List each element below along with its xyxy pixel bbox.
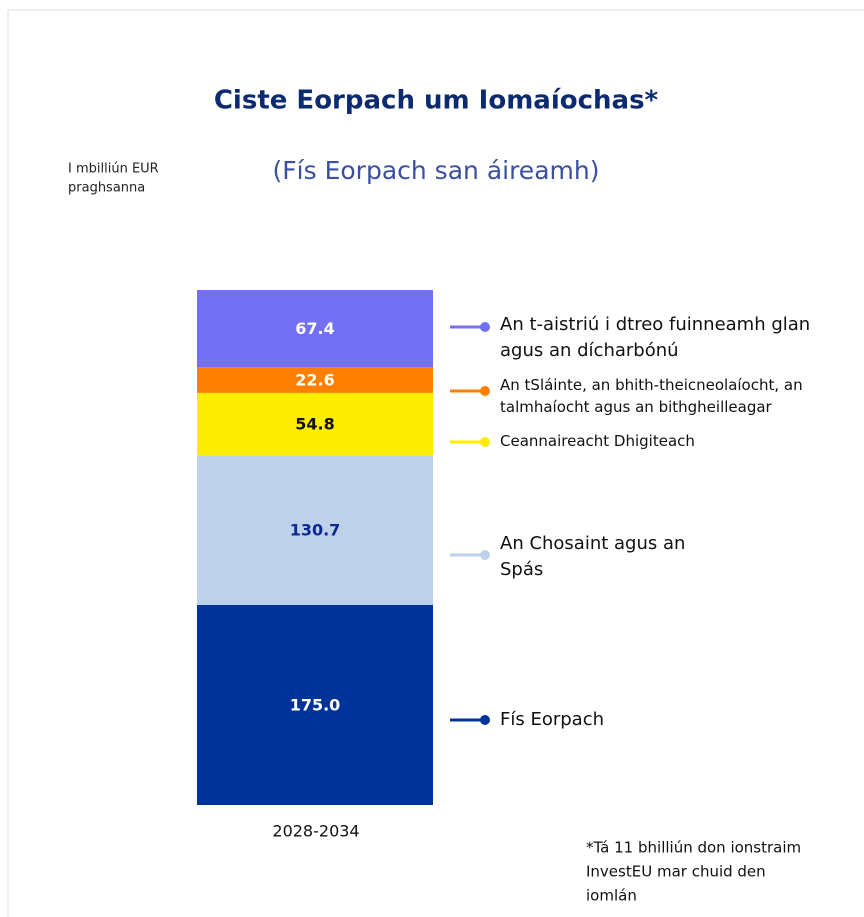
bar-segment	[197, 455, 433, 605]
legend-label: An tSláinte, an bhith-theicneolaíocht, a…	[500, 376, 803, 416]
legend-label: Fís Eorpach	[500, 709, 605, 730]
unit-note: I mbilliún EUR	[68, 162, 159, 177]
data-label: 175.0	[290, 695, 341, 714]
chart-subtitle: (Fís Eorpach san áireamh)	[273, 156, 600, 185]
x-tick-label: 2028-2034	[272, 822, 359, 841]
legend-dot	[480, 715, 490, 725]
data-label: 54.8	[295, 415, 334, 434]
bar-segment	[197, 392, 433, 456]
data-label: 22.6	[295, 370, 334, 389]
unit-clip: I mbilliún EUR praghsanna	[68, 162, 159, 196]
bar-segment	[197, 290, 433, 368]
footnote: *Tá 11 bhilliún don ionstraim	[586, 839, 801, 857]
legend-dot	[480, 550, 490, 560]
footnote: iomlán	[586, 887, 637, 905]
data-label: 130.7	[290, 521, 341, 540]
bar-segment	[197, 604, 433, 805]
legend-dot	[480, 437, 490, 447]
legend-label: An t-aistriú i dtreo fuinneamh glan agus…	[500, 314, 811, 362]
legend-dot	[480, 386, 490, 396]
legend-dot	[480, 322, 490, 332]
legend-label: Ceannaireacht Dhigiteach	[500, 432, 695, 450]
data-label: 67.4	[295, 319, 334, 338]
legend-label: An Chosaint agus an Spás	[500, 533, 686, 581]
frame	[7, 9, 864, 917]
unit-note: praghsanna	[68, 181, 145, 196]
chart-title: Ciste Eorpach um Iomaíochas*	[214, 86, 659, 116]
footnote: InvestEU mar chuid den	[586, 863, 766, 881]
bar-segment	[197, 367, 433, 393]
